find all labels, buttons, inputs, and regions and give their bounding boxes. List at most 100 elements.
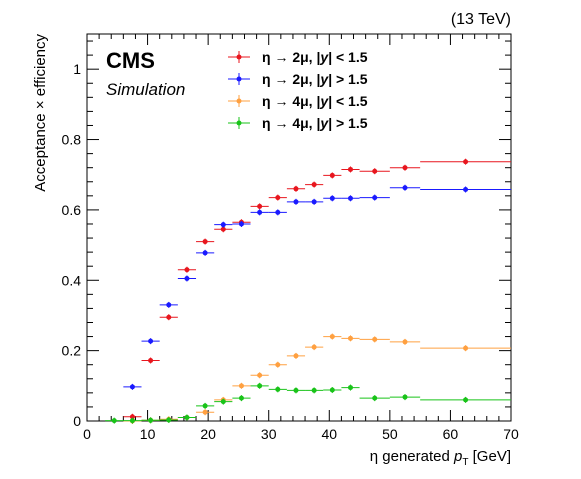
series-2 (123, 184, 511, 390)
legend-entry-2: η → 2μ, |y| > 1.5 (228, 71, 368, 87)
x-tick-label: 20 (200, 426, 216, 442)
data-point (238, 383, 244, 389)
data-point (293, 186, 299, 192)
legend-entry-3: η → 4μ, |y| < 1.5 (228, 93, 368, 109)
data-point (238, 221, 244, 227)
data-point (463, 159, 469, 165)
data-point (257, 203, 263, 209)
data-point (293, 387, 299, 393)
data-point (311, 182, 317, 188)
legend-label: η → 4μ, |y| < 1.5 (262, 93, 368, 109)
legend-label-suffix: | > 1.5 (328, 71, 368, 87)
data-point (402, 185, 408, 191)
data-point (184, 276, 190, 282)
data-point (129, 414, 135, 420)
x-tick-label: 10 (140, 426, 156, 442)
data-point (184, 414, 190, 420)
x-tick-labels: 0 10 20 30 40 50 60 70 (83, 426, 519, 442)
legend-label-suffix: | < 1.5 (328, 49, 368, 65)
data-point (275, 386, 281, 392)
data-point (329, 387, 335, 393)
legend-marker-point (236, 120, 242, 126)
y-tick-label: 0.2 (62, 343, 82, 359)
x-tick-label: 0 (83, 426, 91, 442)
legend-label-var: y (319, 49, 329, 65)
data-point (311, 387, 317, 393)
data-point (238, 395, 244, 401)
data-series (105, 158, 511, 424)
data-point (184, 267, 190, 273)
x-tick-label: 50 (382, 426, 398, 442)
x-tick-label: 70 (503, 426, 519, 442)
data-point (329, 334, 335, 340)
legend-label-prefix: η → 2μ, | (262, 71, 320, 87)
data-point (220, 222, 226, 228)
legend-label-prefix: η → 4μ, | (262, 93, 320, 109)
legend-label-var: y (319, 71, 329, 87)
y-tick-label: 0.6 (62, 202, 82, 218)
data-point (329, 195, 335, 201)
x-tick-label: 60 (443, 426, 459, 442)
data-point (257, 372, 263, 378)
data-point (402, 339, 408, 345)
data-point (347, 195, 353, 201)
data-point (202, 409, 208, 415)
data-point (202, 250, 208, 256)
data-point (311, 344, 317, 350)
data-point (372, 195, 378, 201)
legend-label: η → 4μ, |y| > 1.5 (262, 115, 368, 131)
data-point (220, 226, 226, 232)
data-point (463, 397, 469, 403)
y-tick-labels: 0 0.2 0.4 0.6 0.8 1 (62, 61, 82, 429)
series-1 (123, 158, 511, 420)
data-point (293, 199, 299, 205)
data-point (129, 418, 135, 424)
x-tick-label: 40 (321, 426, 337, 442)
y-tick-label: 0 (73, 413, 81, 429)
legend-label: η → 2μ, |y| < 1.5 (262, 49, 368, 65)
data-point (463, 187, 469, 193)
data-point (347, 335, 353, 341)
data-point (402, 165, 408, 171)
y-tick-label: 0.8 (62, 132, 82, 148)
data-point (148, 417, 154, 423)
data-point (129, 384, 135, 390)
plot-frame (86, 33, 512, 422)
data-point (347, 166, 353, 172)
data-point (148, 338, 154, 344)
data-point (166, 302, 172, 308)
legend-marker-point (236, 76, 242, 82)
series-4 (105, 382, 511, 424)
data-point (148, 357, 154, 363)
legend-entry-1: η → 2μ, |y| < 1.5 (228, 49, 368, 65)
legend-label-suffix: | < 1.5 (328, 93, 368, 109)
data-point (293, 353, 299, 359)
x-axis-title: η generated pT [GeV] (370, 448, 511, 468)
data-point (220, 399, 226, 405)
data-point (202, 239, 208, 245)
data-point (329, 172, 335, 178)
data-point (202, 403, 208, 409)
x-tick-label: 30 (261, 426, 277, 442)
series-3 (123, 333, 511, 424)
data-point (257, 209, 263, 215)
legend-label-prefix: η → 2μ, | (262, 49, 320, 65)
data-point (402, 394, 408, 400)
simulation-label: Simulation (106, 80, 185, 99)
data-point (311, 199, 317, 205)
legend: η → 2μ, |y| < 1.5η → 2μ, |y| > 1.5η → 4μ… (228, 49, 368, 131)
data-point (166, 314, 172, 320)
data-point (275, 209, 281, 215)
energy-label: (13 TeV) (451, 11, 511, 28)
data-point (347, 385, 353, 391)
y-tick-label: 0.4 (62, 272, 82, 288)
data-point (463, 345, 469, 351)
data-point (275, 362, 281, 368)
axis-ticks (86, 34, 512, 422)
legend-label-suffix: | > 1.5 (328, 115, 368, 131)
data-point (372, 336, 378, 342)
data-point (275, 195, 281, 201)
legend-entry-4: η → 4μ, |y| > 1.5 (228, 115, 368, 131)
data-point (372, 168, 378, 174)
